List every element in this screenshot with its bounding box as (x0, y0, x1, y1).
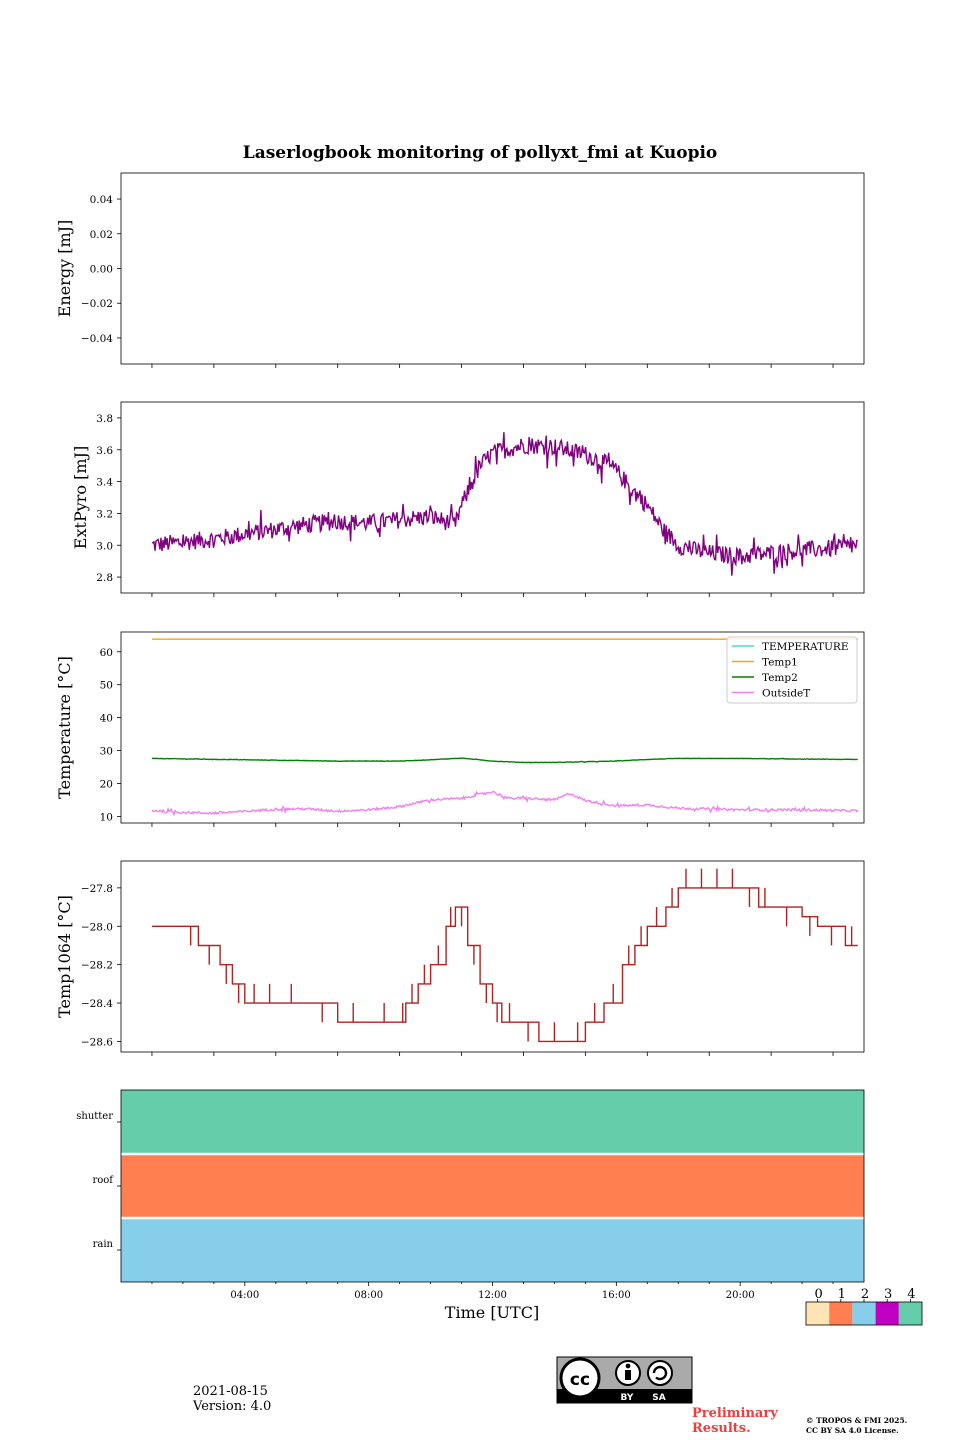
axes-frame (120, 860, 865, 1053)
colorbar-tick-label: 4 (907, 1287, 915, 1302)
y-axis-label: ExtPyro [mJ] (71, 446, 90, 549)
y-tick-label: 60 (100, 647, 113, 659)
status-row-label-roof: roof (92, 1175, 114, 1186)
series-outsidet (151, 790, 859, 817)
y-tick-label: 30 (100, 746, 113, 758)
colorbar-tick-label: 2 (861, 1287, 869, 1302)
x-tick-label: 16:00 (602, 1290, 631, 1301)
y-tick-label: −0.02 (81, 298, 113, 310)
colorbar-frame (805, 1301, 923, 1326)
y-tick-label: −28.6 (81, 1036, 113, 1048)
cc-by-label: BY (621, 1393, 634, 1403)
y-tick-label: 3.4 (96, 477, 113, 489)
x-tick-label: 12:00 (478, 1290, 507, 1301)
panel-5: shutter roof rain 04:00 08:00 12:00 16:00 20:00 (76, 1089, 865, 1301)
y-tick-label: 20 (100, 778, 113, 790)
copyright-line-1: © TROPOS & FMI 2025. (806, 1416, 908, 1425)
y-axis-label: Temperature [°C] (55, 656, 74, 799)
colorbar-tick-label: 0 (814, 1287, 822, 1302)
legend-label-temp2: Temp2 (762, 672, 798, 684)
series-temp2 (152, 757, 858, 764)
preliminary-line-1: Preliminary (692, 1406, 778, 1421)
axes-frame (120, 172, 865, 365)
svg-text:cc: cc (570, 1370, 590, 1390)
y-tick-label: 40 (100, 713, 113, 725)
x-axis-label: Time [UTC] (445, 1303, 539, 1322)
y-tick-label: −28.0 (81, 921, 113, 933)
x-tick-label: 08:00 (354, 1290, 383, 1301)
status-band-rain (121, 1218, 864, 1282)
x-tick-label: 20:00 (726, 1290, 755, 1301)
status-band-shutter (121, 1090, 864, 1154)
y-tick-label: −28.2 (81, 960, 113, 972)
y-tick-label: 3.2 (96, 508, 113, 520)
colorbar-tick-label: 1 (838, 1287, 846, 1302)
legend-label-outsidet: OutsideT (762, 688, 810, 700)
panel-4: −27.8 −28.0 −28.2 −28.4 −28.6 Temp1064 [°C] (55, 860, 865, 1056)
y-tick-label: −0.04 (81, 333, 113, 345)
series-temp1064 (152, 887, 858, 1043)
series-extpyro (151, 432, 858, 576)
axes-frame (120, 631, 865, 824)
footer-meta: 2021-08-15 Version: 4.0 (193, 1384, 271, 1414)
cc-sa-label: SA (652, 1393, 665, 1403)
colorbar-tick-label: 3 (884, 1287, 892, 1302)
y-tick-label: 0.04 (90, 194, 114, 206)
y-axis-label: Energy [mJ] (55, 220, 74, 318)
y-tick-label: 0.00 (90, 264, 113, 276)
legend-box (726, 636, 858, 704)
cc-by-sa-icon: cc BY SA (556, 1356, 693, 1404)
legend: TEMPERATURE Temp1 Temp2 OutsideT (726, 636, 858, 704)
y-tick-label: 3.8 (96, 413, 113, 425)
y-tick-label: 3.0 (96, 540, 113, 552)
y-tick-label: 0.02 (90, 229, 113, 241)
colorbar-cell-1 (829, 1302, 853, 1325)
y-tick-label: 3.6 (96, 445, 113, 457)
date-label: 2021-08-15 (193, 1384, 268, 1399)
version-label: Version: 4.0 (193, 1399, 272, 1414)
copyright-line-2: CC BY SA 4.0 License. (806, 1426, 899, 1435)
copyright-note: © TROPOS & FMI 2025. CC BY SA 4.0 Licens… (806, 1416, 907, 1436)
y-tick-label: 2.8 (96, 572, 113, 584)
panel-1: 0.04 0.02 0.00 −0.02 −0.04 Energy [mJ] (55, 172, 865, 368)
colorbar-cell-2 (852, 1302, 876, 1325)
axes-frame (120, 401, 865, 594)
legend-label-temp1: Temp1 (762, 657, 798, 669)
status-row-label-rain: rain (93, 1239, 114, 1250)
colorbar-cell-4 (898, 1302, 922, 1325)
chart-title: Laserlogbook monitoring of pollyxt_fmi a… (243, 143, 718, 163)
y-tick-label: 50 (100, 680, 113, 692)
status-band-roof (121, 1154, 864, 1218)
status-row-label-shutter: shutter (76, 1111, 113, 1122)
legend-label-temperature: TEMPERATURE (762, 641, 849, 653)
colorbar-cell-0 (806, 1302, 830, 1325)
y-tick-label: −28.4 (81, 998, 113, 1010)
y-tick-label: −27.8 (81, 883, 113, 895)
x-tick-label: 04:00 (230, 1290, 259, 1301)
panel-2: 3.8 3.6 3.4 3.2 3.0 2.8 ExtPyro [mJ] (71, 401, 865, 597)
preliminary-note: Preliminary Results. (692, 1406, 778, 1436)
y-axis-label: Temp1064 [°C] (55, 895, 74, 1018)
preliminary-line-2: Results. (692, 1421, 751, 1436)
colorbar-cell-3 (875, 1302, 899, 1325)
y-tick-label: 10 (100, 811, 113, 823)
